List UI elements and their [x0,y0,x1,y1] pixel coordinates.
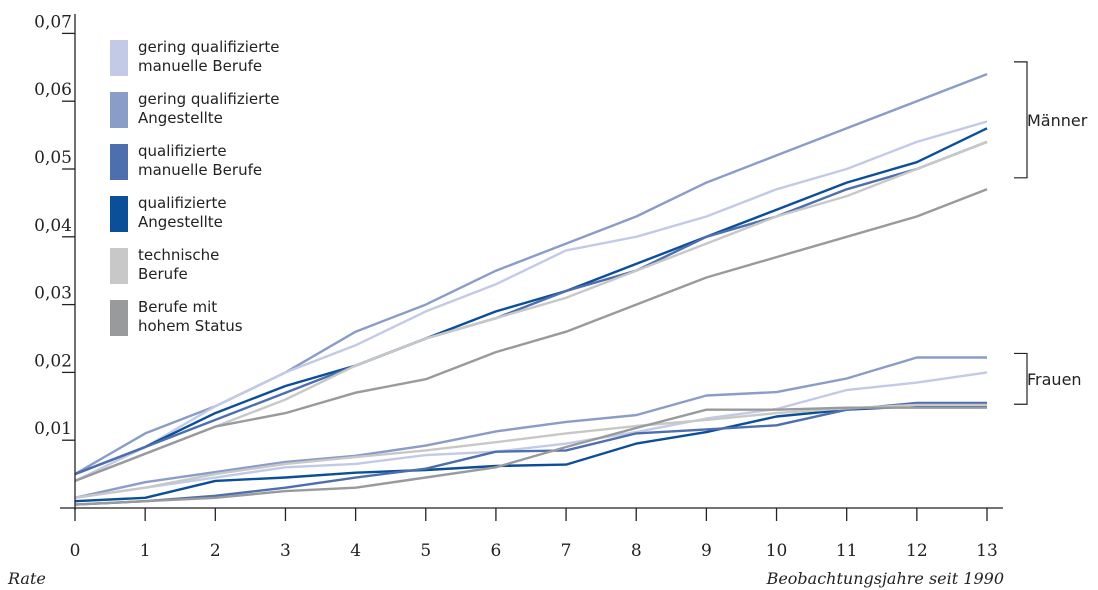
x-tick-label: 10 [766,541,788,561]
y-tick-label: 0,02 [34,351,72,371]
x-tick-label: 5 [420,541,431,561]
series-lines [74,72,988,506]
series-line-hs-frauen [74,406,987,506]
x-tick-label: 9 [701,541,712,561]
series-line-qm-maenner [74,140,988,476]
series-line-qm-frauen [74,401,987,506]
x-tick-label: 1 [140,541,151,561]
series-line-qa-frauen [74,405,987,503]
legend-label-line2: Angestellte [138,109,223,127]
group-bracket-maenner [1014,61,1028,179]
legend-label-line2: manuelle Berufe [138,161,262,179]
x-tick-label: 7 [561,541,572,561]
legend-swatch-qm [110,144,128,180]
x-tick-label: 12 [906,541,928,561]
legend-label-line1: technische [138,246,219,264]
x-tick-label: 4 [350,541,361,561]
legend-label-line2: hohem Status [138,317,243,335]
legend-swatch-gqm [110,40,128,76]
x-tick-label: 0 [70,541,81,561]
y-ticks: 0,01 0,02 0,03 0,04 0,05 0,06 0,07 [34,12,75,441]
legend-label-line1: gering qualifizierte [138,90,279,108]
series-line-qa-maenner [74,127,988,476]
legend-label-line2: Angestellte [138,213,223,231]
x-tick-label: 3 [280,541,291,561]
y-tick-label: 0,07 [34,12,72,32]
group-label-frauen: Frauen [1027,370,1082,389]
series-line-hs-maenner [74,188,988,483]
y-axis-title: Rate [7,569,46,588]
y-tick-label: 0,01 [34,419,72,439]
x-tick-label: 6 [491,541,502,561]
legend-swatch-tb [110,248,128,284]
legend-swatch-qa [110,196,128,232]
series-line-tb-maenner [74,140,988,483]
x-tick-label: 13 [976,541,998,561]
legend-label-line1: gering qualifizierte [138,38,279,56]
x-tick-label: 2 [210,541,221,561]
group-brackets: Männer Frauen [1014,61,1088,405]
series-line-gqm-frauen [74,371,988,499]
y-tick-label: 0,06 [34,80,72,100]
legend-label-line2: manuelle Berufe [138,57,262,75]
axes [60,14,1003,510]
group-label-maenner: Männer [1027,111,1088,130]
legend-swatch-hs [110,300,128,336]
x-tick-label: 11 [836,541,858,561]
series-line-gqm-maenner [74,120,988,482]
series-line-gqa-frauen [74,356,987,499]
legend-label-line1: Berufe mit [138,298,217,316]
legend-label-line2: Berufe [138,265,188,283]
y-tick-label: 0,04 [34,216,72,236]
x-tick-label: 8 [631,541,642,561]
y-tick-label: 0,05 [34,148,72,168]
y-tick-label: 0,03 [34,284,72,304]
group-bracket-frauen [1014,352,1028,405]
legend-label-line1: qualifizierte [138,142,227,160]
x-ticks: 0 1 2 3 4 5 6 7 8 9 10 11 12 13 [70,508,998,561]
legend-swatch-gqa [110,92,128,128]
legend-label-line1: qualifizierte [138,194,227,212]
x-axis-title: Beobachtungsjahre seit 1990 [766,569,1004,588]
